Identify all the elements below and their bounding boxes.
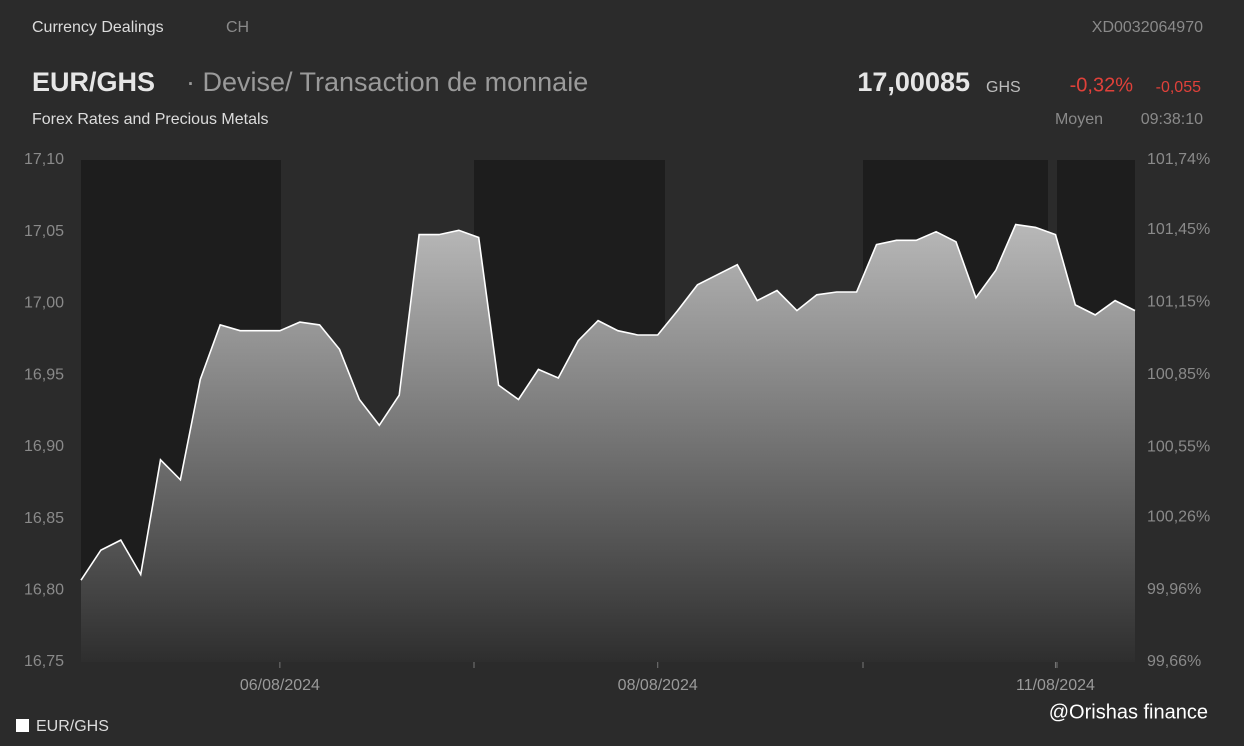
country: CH: [226, 19, 249, 36]
time: 09:38:10: [1141, 111, 1203, 128]
y2-tick-label: 101,45%: [1147, 221, 1210, 238]
y2-tick-label: 100,85%: [1147, 366, 1210, 383]
currency: GHS: [986, 79, 1021, 96]
area: [81, 224, 1135, 662]
y-tick-label: 16,80: [24, 582, 64, 599]
y2-tick-label: 101,74%: [1147, 151, 1210, 168]
pair: EUR/GHS: [32, 67, 155, 97]
y2-tick-label: 100,55%: [1147, 438, 1210, 455]
y2-tick-label: 101,15%: [1147, 294, 1210, 311]
source: Currency Dealings: [32, 19, 164, 36]
y-tick-label: 16,90: [24, 438, 64, 455]
isin: XD0032064970: [1092, 19, 1203, 36]
line: [80, 223, 1136, 581]
subtitle: Forex Rates and Precious Metals: [32, 111, 269, 128]
y-tick-label: 16,75: [24, 653, 64, 670]
y2-tick-label: 99,96%: [1147, 581, 1201, 598]
y-tick-label: 17,05: [24, 223, 64, 240]
y-tick-label: 17,00: [24, 295, 64, 312]
description: · Devise/ Transaction de monnaie: [186, 67, 588, 97]
legend-label: EUR/GHS: [36, 718, 109, 735]
x-tick-label: 11/08/2024: [1016, 677, 1095, 694]
change-pct: -0,32%: [1070, 74, 1134, 96]
x-tick-label: 06/08/2024: [240, 677, 320, 694]
legend-swatch: [16, 719, 29, 732]
y2-tick-label: 100,26%: [1147, 508, 1210, 525]
y-tick-label: 17,10: [24, 151, 64, 168]
y2-tick-label: 99,66%: [1147, 653, 1201, 670]
x-tick-label: 08/08/2024: [618, 677, 698, 694]
price-type: Moyen: [1055, 111, 1103, 128]
change-abs: -0,055: [1156, 79, 1201, 96]
y-tick-label: 16,95: [24, 366, 64, 383]
credit: @Orishas finance: [1049, 701, 1208, 723]
price: 17,00085: [857, 67, 970, 97]
y-tick-label: 16,85: [24, 510, 64, 527]
